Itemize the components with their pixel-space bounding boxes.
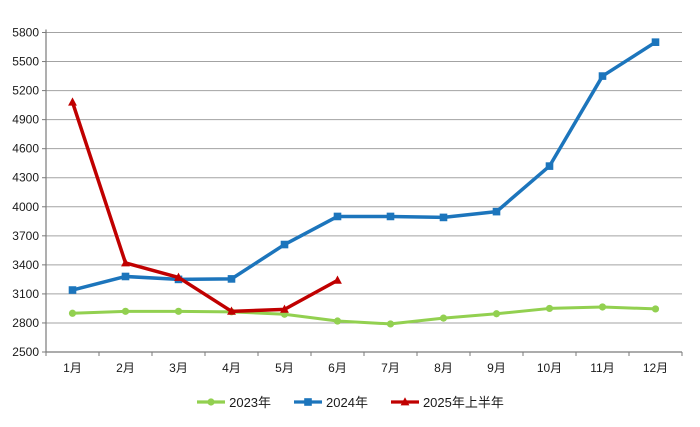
series-2-marker [333,275,342,284]
x-tick-label: 9月 [487,361,506,375]
y-tick-label: 4300 [12,171,39,185]
series-2-marker [121,258,130,267]
x-tick-label: 11月 [590,361,614,375]
x-tick-label: 5月 [275,361,294,375]
legend-square-icon [304,397,312,406]
x-tick-label: 6月 [328,361,347,375]
legend-marker-icon [390,396,419,405]
y-tick-label: 3100 [12,287,39,301]
legend-item-0: 2023年 [196,392,271,411]
series-0-marker [651,305,660,313]
series-2-line [70,100,340,314]
legend-item-2: 2025年上半年 [390,392,504,411]
y-tick-label: 3700 [12,229,39,243]
y-tick-label: 3400 [12,258,39,272]
series-0-line [71,305,657,326]
legend-label: 2023年 [229,395,272,410]
x-tick-label: 4月 [222,361,241,375]
y-tick-label: 4900 [12,113,39,127]
series-0-marker [333,317,342,325]
x-tick-label: 8月 [434,361,453,375]
series-1-marker [598,72,607,80]
x-tick-label: 2月 [116,361,135,375]
series-0-marker [492,310,501,318]
y-tick-label: 2800 [12,316,39,330]
x-tick-label: 12月 [643,361,668,375]
series-1-marker [545,162,554,170]
y-tick-label: 4000 [12,200,39,214]
x-tick-label: 3月 [169,361,188,375]
series-2-marker [227,306,236,315]
legend-label: 2024年 [326,395,368,410]
series-2-marker [174,272,183,281]
y-tick-label: 5800 [12,26,39,40]
series-0-marker [598,303,607,311]
series-0-marker [121,307,130,315]
x-tick-label: 1月 [63,361,82,375]
series-1-marker [333,212,342,221]
y-tick-label: 5200 [12,84,39,98]
y-tick-label: 2500 [12,345,39,359]
x-tick-label: 10月 [537,361,562,375]
series-1-marker [386,212,395,221]
series-1-marker [492,207,501,216]
series-1-marker [68,286,77,294]
series-0-marker [68,309,77,317]
series-0-marker [545,304,554,313]
series-0-marker [439,314,448,322]
x-tick-label: 7月 [381,361,400,375]
series-2-marker [68,97,77,106]
series-2-marker [280,304,289,313]
series-1-marker [227,275,236,283]
y-tick-label: 5500 [12,55,39,69]
legend-circle-icon [207,397,215,406]
y-tick-label: 4600 [12,142,39,156]
legend-marker-icon [294,397,323,406]
series-0-marker [386,320,395,328]
series-0-marker [174,307,183,315]
legend-label: 2025年上半年 [422,395,504,410]
chart-legend: 2023年 2024年 2025年上半年 [0,392,700,411]
series-1-marker [651,38,660,46]
series-1-marker [439,213,448,222]
series-1-line [70,40,658,292]
series-1-marker [121,272,130,281]
legend-marker-icon [197,397,226,406]
series-1-marker [280,240,289,249]
legend-item-1: 2024年 [293,392,368,411]
legend-triangle-icon [400,396,410,405]
